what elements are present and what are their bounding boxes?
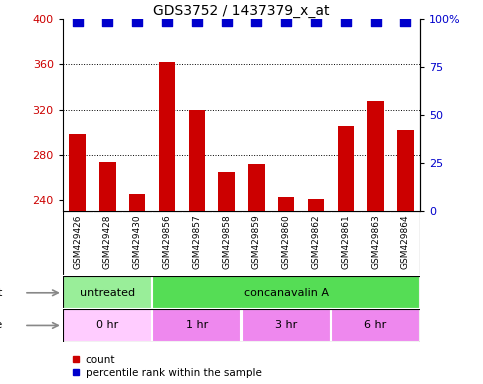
Bar — [152, 309, 242, 342]
Text: GSM429430: GSM429430 — [133, 214, 142, 269]
Bar — [218, 172, 235, 211]
Text: GSM429862: GSM429862 — [312, 214, 320, 269]
Point — [342, 18, 350, 24]
Point — [253, 18, 260, 24]
Bar — [63, 276, 152, 309]
Bar — [63, 309, 152, 342]
Bar — [308, 199, 324, 211]
Point — [401, 18, 409, 24]
Text: 6 hr: 6 hr — [364, 320, 387, 331]
Bar — [368, 101, 384, 211]
Text: agent: agent — [0, 288, 3, 298]
Point — [74, 18, 82, 24]
Text: GSM429864: GSM429864 — [401, 214, 410, 269]
Text: GSM429426: GSM429426 — [73, 214, 82, 269]
Legend: count, percentile rank within the sample: count, percentile rank within the sample — [68, 351, 266, 382]
Title: GDS3752 / 1437379_x_at: GDS3752 / 1437379_x_at — [153, 4, 330, 18]
Bar — [248, 164, 265, 211]
Bar — [129, 194, 145, 211]
Point — [372, 18, 380, 24]
Bar — [189, 109, 205, 211]
Text: GSM429859: GSM429859 — [252, 214, 261, 269]
Text: time: time — [0, 320, 3, 331]
Text: GSM429857: GSM429857 — [192, 214, 201, 269]
Text: 1 hr: 1 hr — [185, 320, 208, 331]
Bar — [242, 309, 331, 342]
Text: concanavalin A: concanavalin A — [244, 288, 328, 298]
Point — [312, 18, 320, 24]
Point — [282, 18, 290, 24]
Point — [133, 18, 141, 24]
Point — [104, 18, 112, 24]
Bar — [159, 62, 175, 211]
Point — [223, 18, 230, 24]
Bar — [397, 130, 413, 211]
Bar — [278, 197, 294, 211]
Text: GSM429861: GSM429861 — [341, 214, 350, 269]
Text: GSM429858: GSM429858 — [222, 214, 231, 269]
Bar — [152, 276, 420, 309]
Point — [193, 18, 201, 24]
Text: GSM429428: GSM429428 — [103, 214, 112, 269]
Text: GSM429856: GSM429856 — [163, 214, 171, 269]
Text: untreated: untreated — [80, 288, 135, 298]
Text: GSM429863: GSM429863 — [371, 214, 380, 269]
Bar — [70, 134, 86, 211]
Text: GSM429860: GSM429860 — [282, 214, 291, 269]
Bar — [331, 309, 420, 342]
Text: 0 hr: 0 hr — [96, 320, 119, 331]
Text: 3 hr: 3 hr — [275, 320, 298, 331]
Point — [163, 18, 171, 24]
Bar — [338, 126, 354, 211]
Bar — [99, 162, 115, 211]
